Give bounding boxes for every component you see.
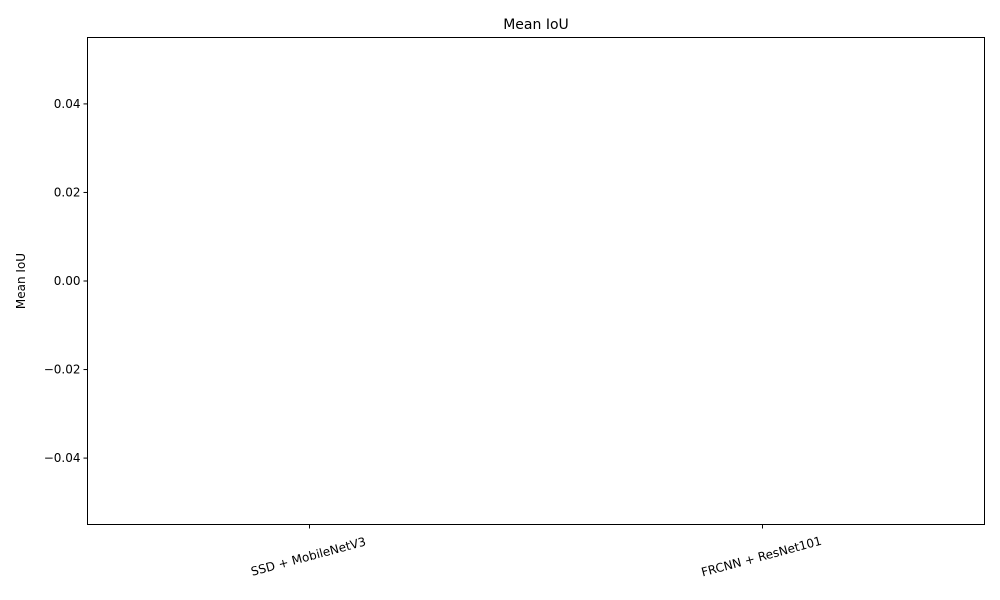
y-axis-ticks: 0.04 0.02 0.00 −0.02 −0.04 xyxy=(44,97,88,465)
y-tick-label: −0.04 xyxy=(44,451,81,465)
chart-title: Mean IoU xyxy=(503,17,569,33)
y-tick-label: −0.02 xyxy=(44,363,81,377)
plot-frame xyxy=(87,37,985,525)
x-axis-ticks: SSD + MobileNetV3 FRCNN + ResNet101 xyxy=(249,524,823,580)
y-tick-label: 0.00 xyxy=(54,274,81,288)
x-tick-label: SSD + MobileNetV3 xyxy=(249,535,367,579)
y-tick-label: 0.02 xyxy=(54,185,81,199)
x-tick-label: FRCNN + ResNet101 xyxy=(700,534,823,580)
y-axis-label: Mean IoU xyxy=(14,253,28,309)
y-tick-label: 0.04 xyxy=(54,97,81,111)
